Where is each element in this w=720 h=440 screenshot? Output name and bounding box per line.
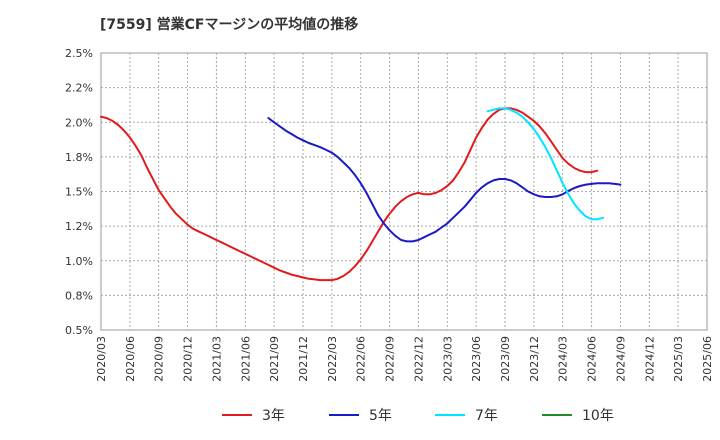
x-tick-label: 2020/06 <box>124 336 137 382</box>
x-tick-label: 2021/12 <box>297 336 310 382</box>
x-tick-label: 2025/03 <box>672 336 685 382</box>
x-tick-label: 2021/03 <box>210 336 223 382</box>
legend-label: 7年 <box>475 408 498 424</box>
legend-item: 10年 <box>542 408 614 424</box>
legend-item: 7年 <box>435 408 498 424</box>
x-axis: 2020/03 2020/06 2020/09 2020/12 2021/03 2021/… <box>95 336 714 382</box>
grid <box>101 53 707 330</box>
x-tick-label: 2023/12 <box>528 336 541 382</box>
y-tick-label: 1.8% <box>65 151 93 164</box>
chart-title: [7559] 営業CFマージンの平均値の推移 <box>100 17 359 33</box>
x-tick-label: 2020/12 <box>182 336 195 382</box>
x-tick-label: 2022/12 <box>412 336 425 382</box>
y-axis: 2.5% 2.2% 2.0% 1.8% 1.5% 1.2% 1.0% 0.8% 0.5% <box>65 47 93 337</box>
legend-item: 5年 <box>329 408 392 424</box>
legend-label: 3年 <box>262 408 285 424</box>
x-tick-label: 2022/09 <box>384 336 397 382</box>
x-tick-label: 2022/03 <box>326 336 339 382</box>
x-tick-label: 2020/03 <box>95 336 108 382</box>
x-tick-label: 2024/12 <box>643 336 656 382</box>
y-tick-label: 0.5% <box>65 324 93 337</box>
y-tick-label: 1.2% <box>65 220 93 233</box>
legend: 3年 5年 7年 10年 <box>222 408 614 424</box>
y-tick-label: 1.0% <box>65 255 93 268</box>
x-tick-label: 2021/09 <box>268 336 281 382</box>
y-tick-label: 1.5% <box>65 186 93 199</box>
x-tick-label: 2023/09 <box>499 336 512 382</box>
x-tick-label: 2022/06 <box>355 336 368 382</box>
y-tick-label: 2.0% <box>65 116 93 129</box>
x-tick-label: 2021/06 <box>239 336 252 382</box>
series-line <box>100 107 599 282</box>
x-tick-label: 2023/06 <box>470 336 483 382</box>
x-tick-label: 2024/09 <box>614 336 627 382</box>
legend-label: 5年 <box>369 408 392 424</box>
plot-area <box>100 52 708 331</box>
x-tick-label: 2024/03 <box>557 336 570 382</box>
x-tick-label: 2023/03 <box>441 336 454 382</box>
legend-label: 10年 <box>582 408 614 424</box>
x-tick-label: 2024/06 <box>586 336 599 382</box>
series-line <box>486 107 605 221</box>
x-tick-label: 2025/06 <box>701 336 714 382</box>
series-line <box>267 117 622 243</box>
y-tick-label: 2.5% <box>65 47 93 60</box>
series-lines <box>100 107 622 282</box>
y-tick-label: 0.8% <box>65 289 93 302</box>
y-tick-label: 2.2% <box>65 82 93 95</box>
x-tick-label: 2020/09 <box>153 336 166 382</box>
legend-item: 3年 <box>222 408 285 424</box>
